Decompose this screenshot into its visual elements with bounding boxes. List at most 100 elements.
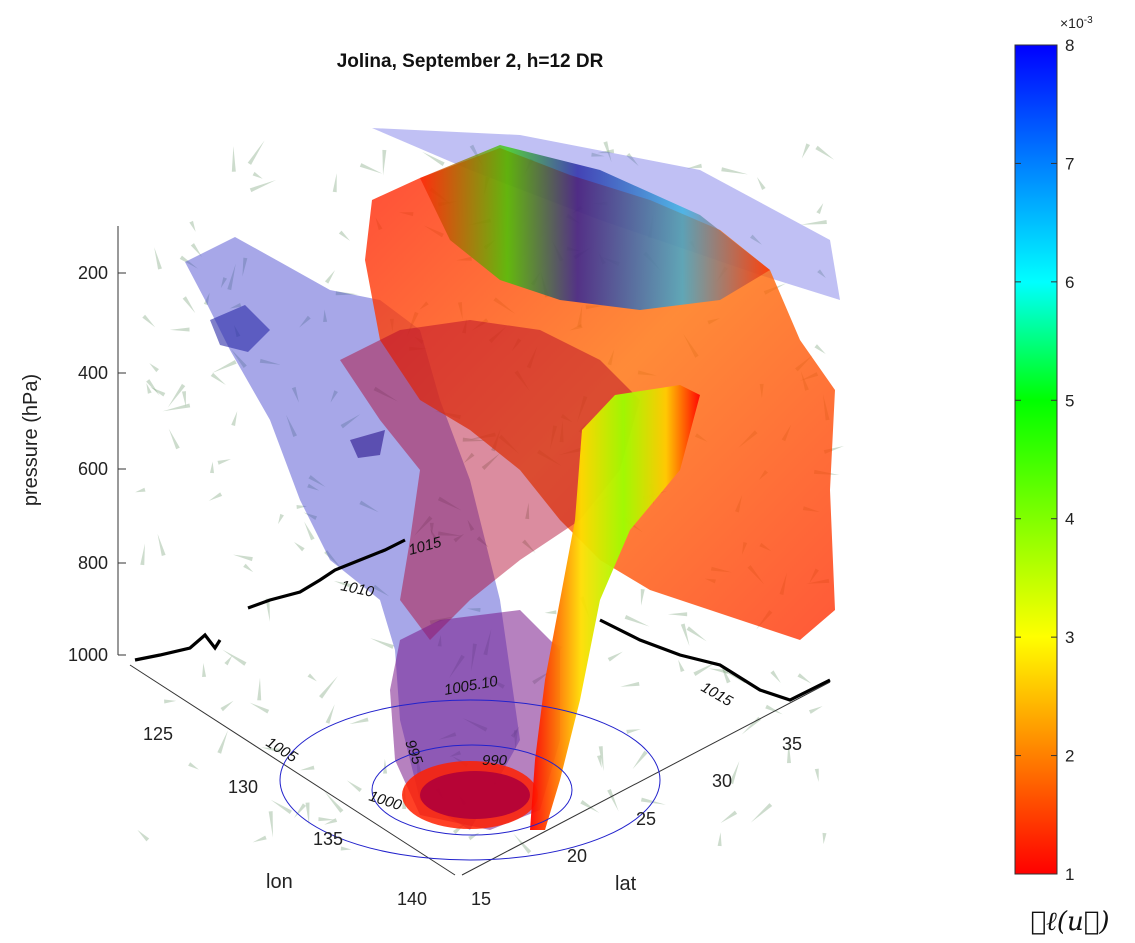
wind-arrow (333, 581, 353, 589)
plot-area: 1015 1010 1005 1000 995 990 1005.10 1015… (20, 128, 844, 909)
wind-arrow (324, 550, 342, 569)
wind-arrow (468, 832, 480, 841)
core-center (420, 771, 530, 819)
wind-arrow (189, 220, 196, 232)
wind-arrow (212, 360, 237, 373)
z-tick-label: 600 (78, 459, 108, 479)
isobar-outer (279, 699, 661, 861)
wind-arrow (544, 610, 557, 615)
wind-arrow (481, 453, 501, 470)
lon-tick-label: 140 (397, 889, 427, 909)
wind-arrow (150, 386, 166, 397)
wind-arrow (249, 179, 277, 193)
contour-label: 990 (482, 752, 508, 769)
wind-arrow (261, 747, 281, 753)
wind-arrow (154, 247, 162, 270)
wind-arrow (729, 761, 740, 785)
wind-arrow (750, 234, 762, 245)
wind-arrow (693, 660, 719, 676)
wind-arrow (678, 659, 685, 673)
colorbar-tick-label: 5 (1065, 391, 1074, 410)
wind-arrow (135, 487, 146, 493)
wind-arrow (229, 303, 242, 309)
lat-axis-ticks: 15 20 25 30 35 (471, 734, 802, 909)
wind-arrow (291, 386, 299, 403)
wind-arrow (210, 461, 215, 474)
wind-arrow (680, 623, 690, 647)
lon-tick-label: 135 (313, 829, 343, 849)
wind-arrow (814, 768, 819, 782)
wind-arrow (181, 391, 186, 407)
wind-arrow (338, 230, 351, 241)
wind-arrow (217, 730, 228, 754)
wind-arrow (597, 755, 602, 768)
wind-arrow (303, 512, 318, 521)
wind-arrow (323, 790, 344, 813)
wind-arrow (525, 502, 530, 520)
wind-arrow (822, 832, 827, 845)
wind-arrow (708, 668, 729, 674)
wind-arrow (217, 459, 231, 465)
contour-label: 1010 (339, 577, 376, 601)
wind-arrow (243, 563, 254, 573)
colorbar-tick-label: 3 (1065, 628, 1074, 647)
wind-arrow (157, 533, 166, 556)
wind-arrow (323, 309, 328, 322)
contour-label: 1015 (698, 679, 736, 711)
wind-arrow (169, 327, 190, 332)
wind-arrow (597, 149, 615, 154)
wind-arrow (190, 243, 202, 258)
wind-arrow (149, 363, 159, 373)
wind-arrow (259, 358, 281, 365)
colorbar-tick-label: 7 (1065, 154, 1074, 173)
colorbar-tick-label: 2 (1065, 747, 1074, 766)
wind-arrow (224, 655, 233, 666)
lat-tick-label: 25 (636, 809, 656, 829)
wind-arrow (750, 803, 773, 823)
blue-blob-2 (210, 305, 270, 352)
wind-arrow (293, 803, 307, 819)
wind-arrow (188, 762, 199, 770)
lon-axis-line (129, 664, 456, 876)
wind-arrow (332, 173, 337, 193)
wind-arrow (414, 515, 433, 536)
wind-arrow (247, 140, 265, 165)
wind-arrow (591, 152, 605, 157)
wind-arrow (383, 758, 388, 774)
coastline-3 (599, 618, 831, 702)
z-tick-label: 1000 (68, 645, 108, 665)
wind-arrow (142, 314, 156, 328)
wind-arrow (429, 522, 434, 536)
wind-arrow (640, 797, 666, 805)
wind-arrow (620, 681, 640, 687)
wind-arrow (467, 608, 481, 612)
colorbar-gradient (1014, 44, 1058, 875)
wind-arrow (278, 513, 284, 525)
wind-arrow (816, 203, 824, 215)
wind-arrow (462, 437, 487, 442)
wind-arrow (373, 386, 398, 402)
colorbar-title: 𝒟ℓ(u⃗) (1030, 907, 1109, 937)
wind-arrow (210, 372, 226, 385)
wind-arrow (717, 832, 722, 847)
wind-arrow (233, 554, 253, 562)
coastline-1 (247, 538, 406, 610)
wind-arrow (624, 614, 650, 627)
wind-arrow (179, 255, 198, 269)
wind-arrow (252, 835, 267, 843)
wind-arrow (231, 146, 236, 172)
wind-arrow (580, 800, 600, 814)
blue-blob-1 (350, 430, 385, 458)
wind-arrow (300, 765, 315, 771)
wind-arrow (463, 452, 475, 464)
wind-arrow (330, 390, 338, 403)
wind-arrow (231, 411, 238, 427)
wind-arrow (626, 153, 639, 166)
wind-arrow (640, 589, 645, 606)
wind-arrow (220, 277, 228, 289)
wind-arrow (598, 746, 604, 772)
coastline-2 (134, 632, 222, 662)
wind-arrow (429, 528, 439, 543)
wind-arrow (203, 292, 210, 306)
